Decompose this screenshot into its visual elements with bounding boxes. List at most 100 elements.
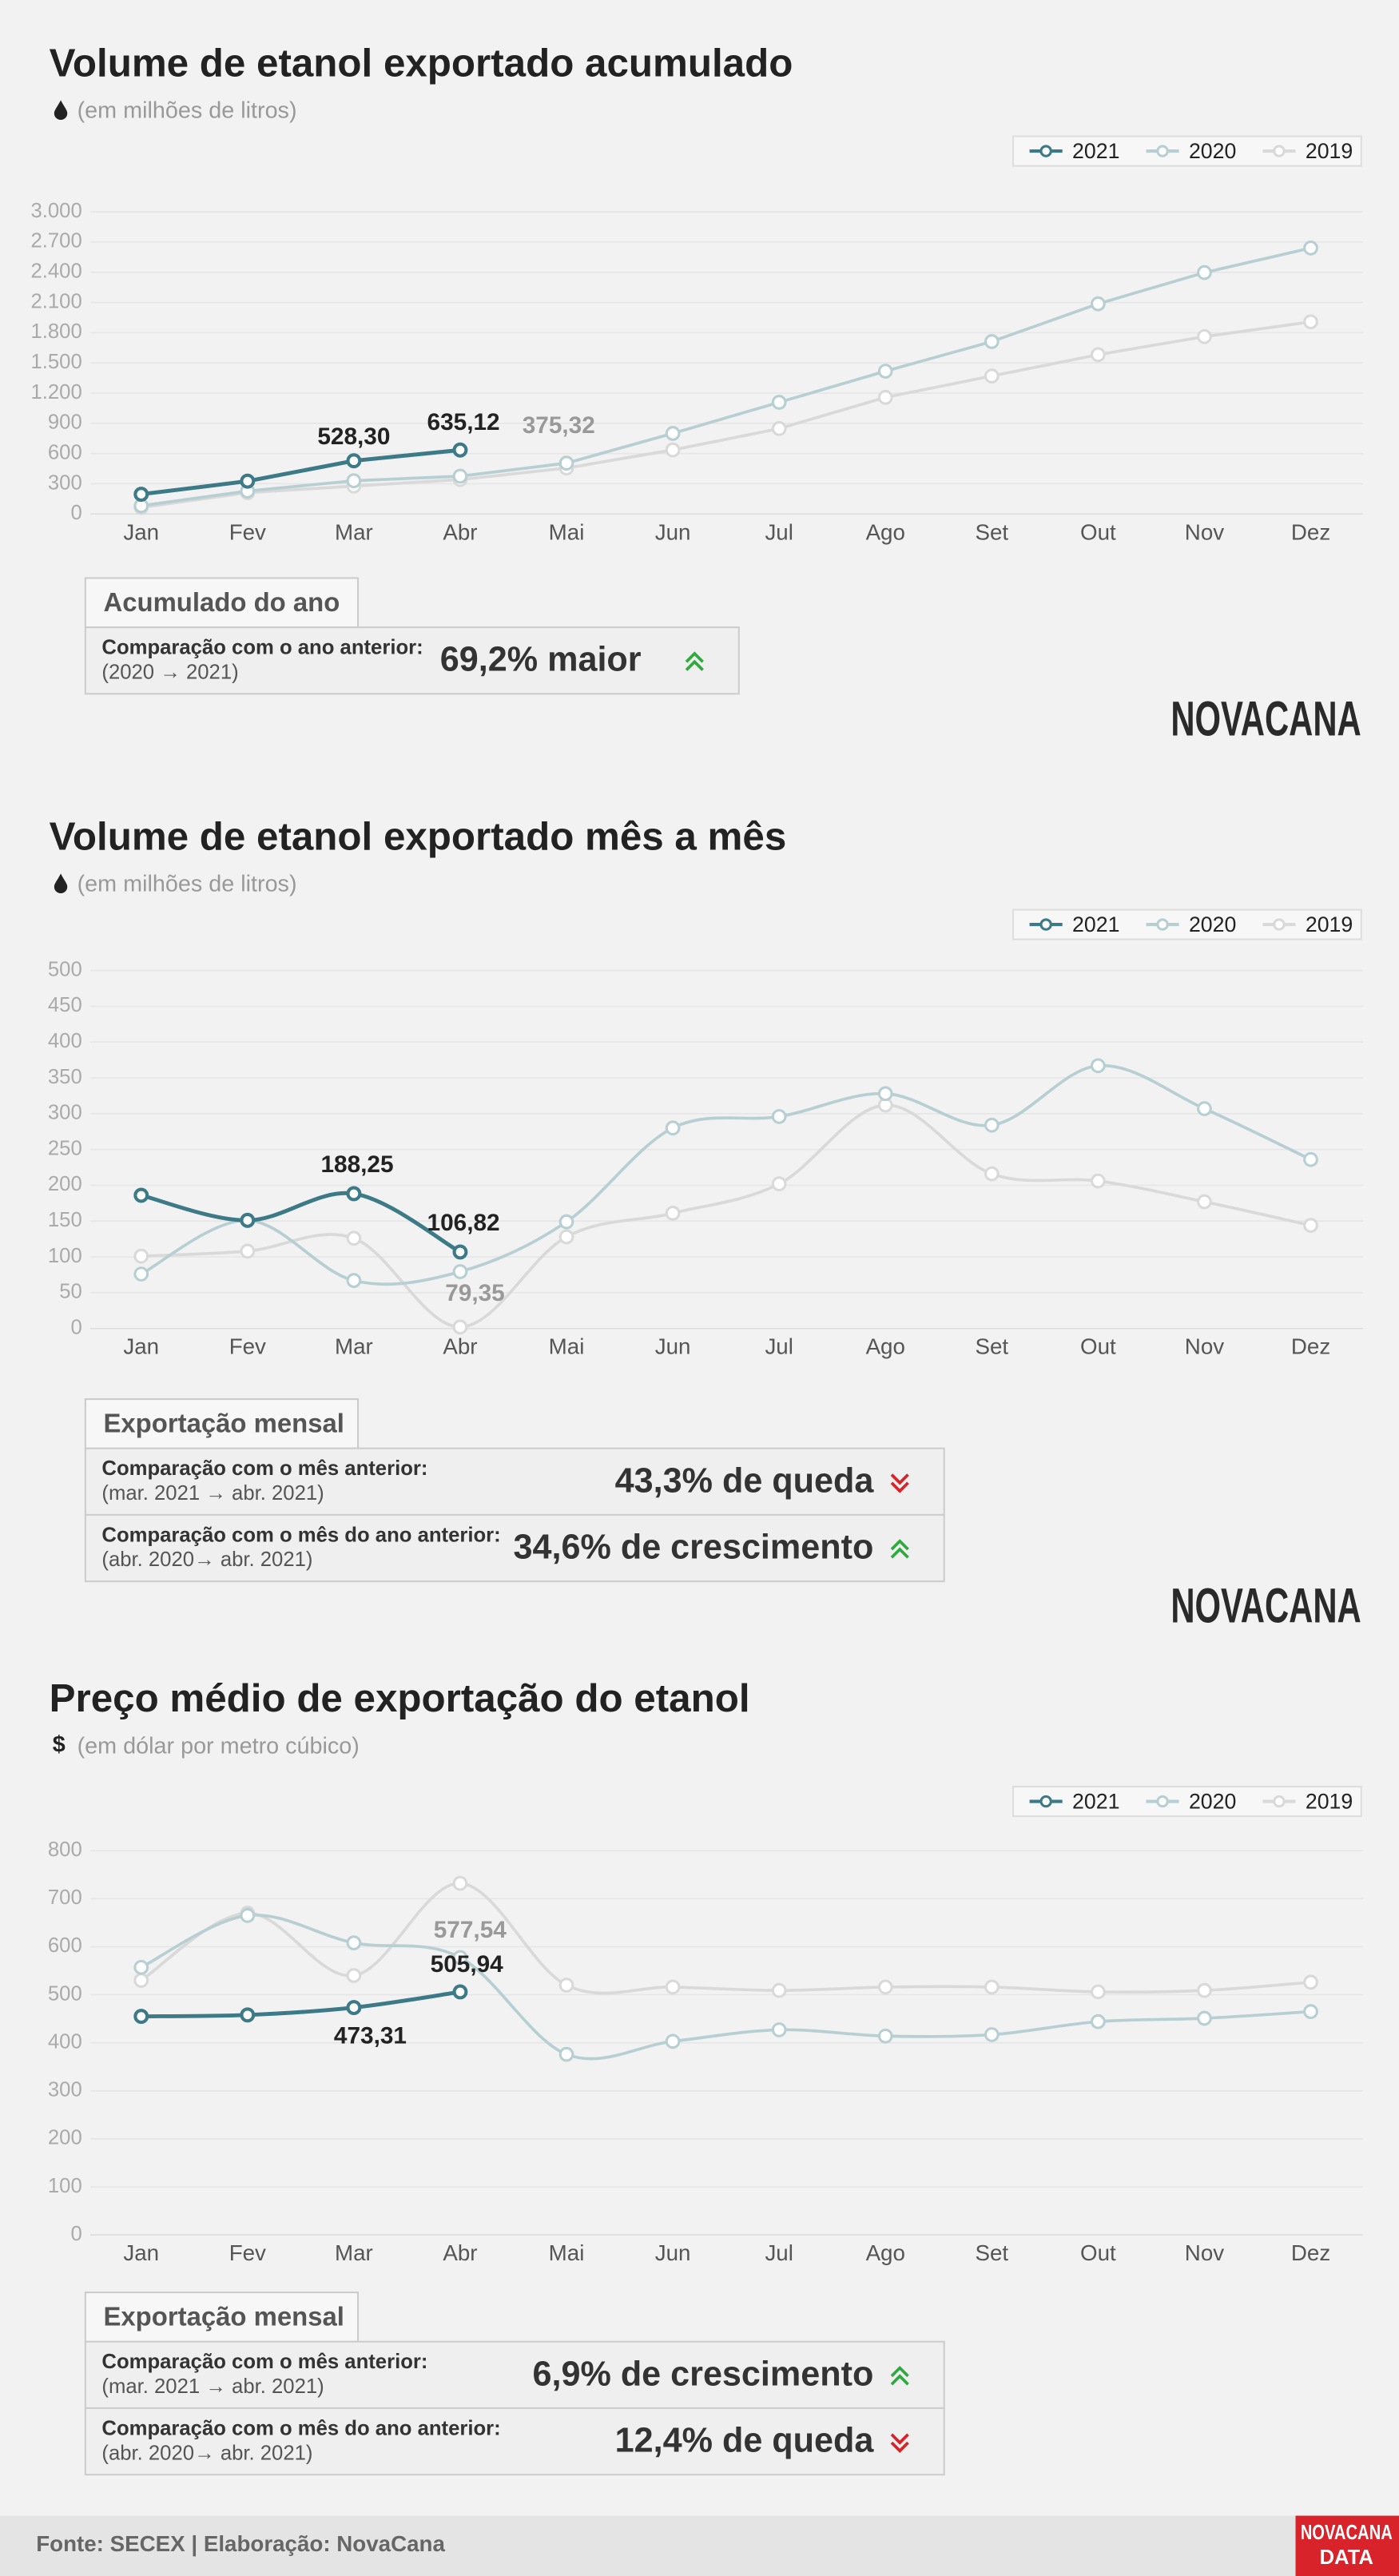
footer-logo-sub: DATA [1319,2546,1373,2569]
trend-arrow [890,1481,909,1493]
x-tick-label: Fev [229,2240,266,2265]
y-tick-label: 600 [48,441,82,463]
y-tick-label: 50 [59,1281,82,1303]
summary-row [84,1513,945,1583]
point [1303,1974,1318,1990]
point [1197,1194,1212,1210]
x-tick-label: Out [1080,2240,1116,2265]
x-tick-label: Out [1080,519,1116,544]
point [1091,2013,1106,2029]
summary-label: Comparação com o mês do ano anterior: [101,2417,500,2439]
data-label: 375,32 [523,412,595,439]
legend [1012,908,1362,940]
y-tick-label: 2.400 [31,260,82,283]
point [133,1266,149,1282]
y-tick-label: 3.000 [31,200,82,222]
legend-marker [1039,1795,1052,1808]
y-tick-label: 450 [48,994,82,1016]
point [346,473,362,489]
summary-value: 69,2% maior [440,641,642,679]
data-label: 188,25 [320,1151,393,1178]
summary-tab [84,1398,360,1449]
legend-marker [1273,918,1286,931]
point [877,389,893,405]
y-tick-label: 0 [70,2223,81,2245]
x-tick-label: Nov [1185,519,1224,544]
point [877,364,893,379]
chart-subtitle: (em milhões de litros) [78,871,297,896]
point [558,1214,574,1230]
point [346,1273,362,1288]
y-tick-label: 150 [48,1209,82,1231]
chart-title: Volume de etanol exportado mês a mês [50,814,787,858]
footer-bar [0,2515,1399,2576]
y-tick-label: 2.700 [31,230,82,252]
summary-label: Comparação com o mês anterior: [101,1457,427,1480]
point [771,2022,787,2037]
series-line [141,447,461,497]
point [1197,1101,1212,1116]
x-tick-label: Jan [123,2240,159,2265]
point [984,1979,1000,1995]
point [558,1978,574,1993]
point [665,1979,681,1995]
point [452,1244,468,1260]
summary-row [84,2407,945,2476]
x-tick-label: Dez [1291,519,1330,544]
legend-marker [1273,1795,1286,1808]
x-tick-label: Jun [655,519,691,544]
summary-period: (abr. 2020→ abr. 2021) [101,2442,312,2464]
point [665,426,681,441]
legend-label: 2021 [1072,912,1119,936]
subtitle-icon [54,873,68,894]
y-tick-label: 800 [48,1839,82,1861]
y-tick-label: 1.200 [31,381,82,403]
point [133,487,149,503]
point [771,421,787,436]
point [133,2009,149,2025]
point [1303,241,1318,256]
legend-label: 2019 [1306,139,1353,163]
data-label: 473,31 [334,2022,407,2049]
brand-logo: NOVACANA [1170,1578,1361,1633]
point [133,1959,149,1975]
y-tick-label: 500 [48,1982,82,2005]
point [1303,2004,1318,2019]
point [771,1176,787,1192]
y-tick-label: 100 [48,1245,82,1267]
point [452,1875,468,1891]
footer-source: Fonte: SECEX | Elaboração: NovaCana [36,2531,445,2556]
summary-period: (mar. 2021 → abr. 2021) [101,2375,324,2398]
data-label: 528,30 [317,423,390,450]
point [346,2000,362,2016]
point [346,1935,362,1950]
x-tick-label: Jul [765,2240,793,2265]
point [133,1187,149,1203]
point [558,455,574,471]
point [877,1979,893,1995]
point [665,1206,681,1221]
trend-arrow [890,2374,909,2386]
legend [1012,1786,1362,1818]
summary-period: (2020 → 2021) [101,661,238,683]
series-line [141,320,1311,509]
point [1303,1218,1318,1233]
x-tick-label: Mar [335,1334,373,1359]
x-tick-label: Dez [1291,1334,1330,1359]
point [346,1968,362,1983]
point [240,1243,256,1259]
trend-arrow [890,2365,909,2378]
point [240,2007,256,2023]
x-tick-label: Set [975,2240,1008,2265]
point [984,368,1000,384]
y-tick-label: 400 [48,1030,82,1052]
y-tick-label: 600 [48,1934,82,1957]
point [452,1984,468,2000]
brand-logo: NOVACANA [1170,692,1361,747]
trend-arrow [890,1547,909,1559]
point [665,442,681,458]
series-line [140,1063,1312,1286]
x-tick-label: Ago [866,2240,905,2265]
